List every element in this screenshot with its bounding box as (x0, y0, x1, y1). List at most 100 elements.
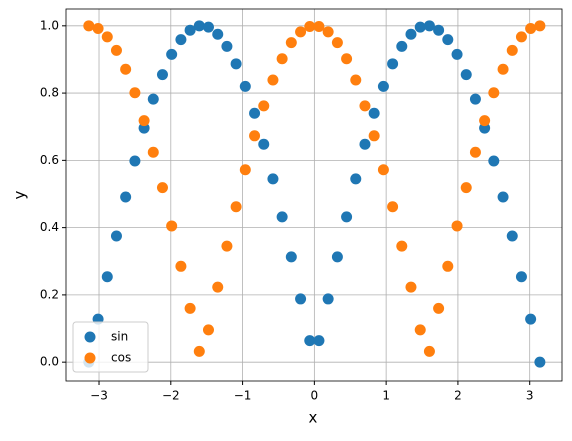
point (405, 28, 417, 40)
legend-label: sin (111, 330, 128, 344)
point (396, 40, 408, 52)
point (414, 21, 426, 33)
point (488, 87, 500, 99)
point (221, 40, 233, 52)
point (368, 107, 380, 119)
x-tick-label: 1 (382, 389, 390, 403)
point (359, 138, 371, 150)
point (313, 335, 325, 347)
point (534, 20, 546, 32)
point (295, 26, 307, 38)
point (442, 260, 454, 272)
point (166, 220, 178, 232)
point (488, 155, 500, 167)
point (295, 293, 307, 305)
point (460, 182, 472, 194)
point (377, 164, 389, 176)
point (156, 182, 168, 194)
point (377, 80, 389, 92)
point (534, 356, 546, 368)
point (101, 31, 113, 43)
point (313, 20, 325, 32)
x-tick-label: 3 (526, 389, 534, 403)
point (175, 260, 187, 272)
point (239, 80, 251, 92)
y-tick-label: 0.0 (40, 355, 59, 369)
point (423, 345, 435, 357)
point (166, 48, 178, 60)
point (497, 63, 509, 75)
point (249, 130, 261, 142)
point (110, 230, 122, 242)
point (193, 345, 205, 357)
point (230, 58, 242, 70)
point (276, 211, 288, 223)
point (331, 251, 343, 263)
point (322, 26, 334, 38)
point (267, 173, 279, 185)
y-tick-label: 1.0 (40, 18, 59, 32)
y-tick-label: 0.4 (40, 220, 59, 234)
point (258, 138, 270, 150)
point (285, 37, 297, 49)
point (230, 201, 242, 213)
point (515, 31, 527, 43)
x-tick-label: 2 (454, 389, 462, 403)
point (525, 313, 537, 325)
point (368, 130, 380, 142)
point (341, 211, 353, 223)
point (396, 240, 408, 252)
point (341, 53, 353, 65)
point (497, 191, 509, 203)
point (92, 23, 104, 35)
point (239, 164, 251, 176)
x-axis-label: x (309, 409, 318, 427)
point (249, 107, 261, 119)
point (387, 201, 399, 213)
point (460, 69, 472, 81)
point (359, 100, 371, 112)
point (156, 69, 168, 81)
point (221, 240, 233, 252)
point (212, 281, 224, 293)
point (110, 44, 122, 56)
point (515, 271, 527, 283)
point (138, 115, 150, 127)
point (83, 20, 95, 32)
point (469, 93, 481, 105)
point (442, 34, 454, 46)
point (276, 53, 288, 65)
point (387, 58, 399, 70)
point (405, 281, 417, 293)
point (331, 37, 343, 49)
legend-marker (84, 352, 96, 364)
point (202, 324, 214, 336)
plot-frame (65, 8, 563, 382)
point (202, 21, 214, 33)
point (129, 155, 141, 167)
y-tick-label: 0.2 (40, 287, 59, 301)
point (423, 20, 435, 32)
point (506, 230, 518, 242)
point (267, 74, 279, 86)
point (120, 63, 132, 75)
point (147, 146, 159, 158)
point (414, 324, 426, 336)
point (322, 293, 334, 305)
point (350, 74, 362, 86)
point (451, 48, 463, 60)
point (212, 28, 224, 40)
y-tick-label: 0.8 (40, 86, 59, 100)
y-tick-label: 0.6 (40, 153, 59, 167)
point (433, 24, 445, 36)
legend-label: cos (111, 351, 131, 365)
y-axis-label: y (11, 190, 29, 199)
point (479, 115, 491, 127)
x-tick-label: −1 (234, 389, 252, 403)
point (469, 146, 481, 158)
point (193, 20, 205, 32)
point (304, 20, 316, 32)
point (184, 302, 196, 314)
x-tick-label: −3 (90, 389, 108, 403)
